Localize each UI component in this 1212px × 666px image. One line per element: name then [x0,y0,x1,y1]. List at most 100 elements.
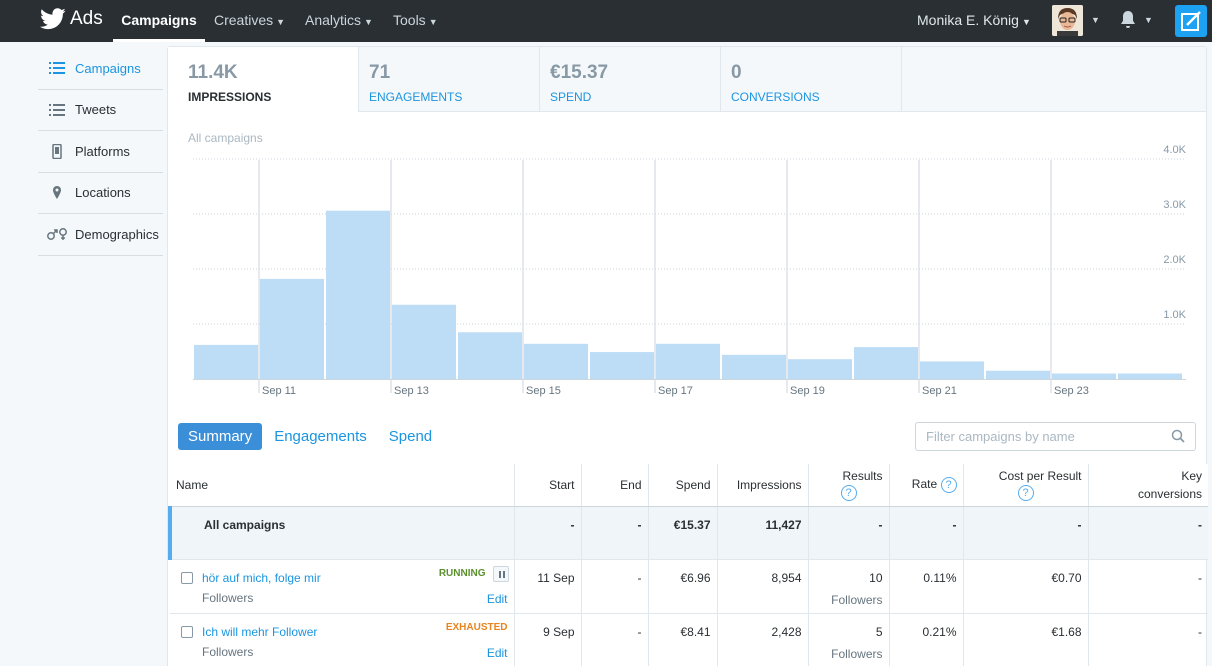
chart-bar [920,361,984,379]
chevron-down-icon[interactable]: ▼ [1144,15,1153,25]
chart-bar [1052,373,1116,379]
tab-engagements-view[interactable]: Engagements [274,428,367,445]
sidebar-item-platforms[interactable]: Platforms [38,131,163,173]
pause-icon[interactable] [492,565,509,582]
campaigns-table: Name Start End Spend Impressions Results… [168,464,1208,666]
column-header-spend[interactable]: Spend [648,464,718,507]
sidebar-item-locations[interactable]: Locations [38,173,163,214]
list-icon [38,62,75,75]
cell-spend: €6.96 [648,559,718,614]
help-icon[interactable]: ? [1017,484,1034,501]
impressions-chart: 1.0K 2.0K 3.0K 4.0K Sep 11 Sep 13 Sep 15 Sep 17… [193,144,1187,397]
chart-bar [590,352,654,379]
cell-results: - [808,506,890,560]
top-navigation-bar: Ads Campaigns Creatives ▼ Analytics ▼ Tool… [0,0,1212,42]
notifications-bell-icon[interactable] [1118,9,1138,34]
ads-home-link[interactable]: Ads [40,8,103,30]
column-header-rate[interactable]: Rate ? [889,464,964,507]
status-badge: RUNNING [438,567,486,579]
table-row: Ich will mehr Follower Followers EXHAUST… [170,613,1208,666]
all-campaigns-row[interactable]: All campaigns - - €15.37 11,427 - - - - [168,506,1208,560]
column-header-name[interactable]: Name [170,464,515,507]
cell-results: 10 Followers [808,559,890,614]
chevron-down-icon[interactable]: ▼ [1091,15,1100,25]
cell-start: 9 Sep [514,613,582,666]
x-tick-label: Sep 19 [790,385,825,397]
edit-link[interactable]: Edit [486,591,508,606]
row-checkbox[interactable] [181,625,193,638]
chart-bar [854,347,918,379]
column-header-impressions[interactable]: Impressions [717,464,809,507]
y-tick-label: 2.0K [1163,254,1186,266]
cell-end: - [581,506,649,560]
nav-tools[interactable]: Tools ▼ [393,12,438,28]
chart-bar [1118,373,1182,379]
chevron-down-icon: ▼ [428,17,438,27]
chart-bar [392,304,456,379]
help-icon[interactable]: ? [840,484,857,501]
chart-bar [986,370,1050,379]
campaign-name-link[interactable]: Ich will mehr Follower [202,624,318,639]
avatar[interactable] [1052,5,1083,36]
chevron-down-icon: ▼ [276,17,286,27]
cell-cost-per-result: - [963,506,1089,560]
tab-spend[interactable]: €15.37 SPEND [540,47,721,111]
chart-bar [524,343,588,379]
search-icon[interactable] [1171,429,1185,446]
campaign-name-cell: Ich will mehr Follower Followers EXHAUST… [170,613,515,666]
metric-label: CONVERSIONS [731,90,820,104]
chart-bar [326,210,390,379]
nav-analytics[interactable]: Analytics ▼ [305,12,373,28]
nav-creatives[interactable]: Creatives ▼ [214,12,286,28]
account-menu[interactable]: Monika E. König ▼ [917,12,1031,28]
column-header-end[interactable]: End [581,464,649,507]
compose-icon [1181,11,1201,31]
metric-tabs: 11.4K IMPRESSIONS 71 ENGAGEMENTS €15.37 … [168,47,1206,112]
status-badge: EXHAUSTED [445,621,508,633]
tab-spend-view[interactable]: Spend [388,428,433,445]
metric-value: €15.37 [550,62,609,83]
column-header-start[interactable]: Start [514,464,582,507]
x-tick-label: Sep 23 [1054,385,1089,397]
all-campaigns-name: All campaigns [168,506,515,560]
list-icon [38,103,75,116]
tab-engagements[interactable]: 71 ENGAGEMENTS [359,47,540,111]
table-row: hör auf mich, folge mir Followers RUNNIN… [170,559,1208,614]
sidebar-item-label: Platforms [75,143,130,159]
column-header-cost-per-result[interactable]: Cost per Result? [963,464,1089,507]
row-checkbox[interactable] [181,571,193,584]
y-tick-label: 1.0K [1163,309,1186,321]
tab-summary[interactable]: Summary [178,423,263,450]
search-input[interactable] [916,423,1156,450]
chart-bar [656,343,720,379]
cell-spend: €8.41 [648,613,718,666]
campaign-name-link[interactable]: hör auf mich, folge mir [202,570,321,585]
cell-key-conversions: - [1088,613,1208,666]
column-header-results[interactable]: Results? [808,464,890,507]
compose-tweet-button[interactable] [1175,5,1207,37]
sidebar-item-campaigns[interactable]: Campaigns [38,48,163,90]
metric-value: 71 [369,62,391,83]
avatar-image [1052,5,1083,36]
cell-results: 5 Followers [808,613,890,666]
pin-icon [38,185,75,200]
y-tick-label: 3.0K [1163,199,1186,211]
x-tick-label: Sep 13 [394,385,429,397]
help-icon[interactable]: ? [940,476,957,493]
sidebar-item-label: Demographics [75,226,159,242]
edit-link[interactable]: Edit [486,645,508,660]
cell-rate: 0.21% [889,613,964,666]
chart-bar [194,344,258,379]
tab-conversions[interactable]: 0 CONVERSIONS [721,47,902,111]
view-tabs: Summary Engagements Spend [178,423,454,450]
chart-bar [788,359,852,379]
tab-impressions[interactable]: 11.4K IMPRESSIONS [168,47,359,112]
cell-start: - [514,506,582,560]
nav-campaigns[interactable]: Campaigns [113,0,205,42]
campaign-objective: Followers [202,590,254,605]
sidebar-item-tweets[interactable]: Tweets [38,90,163,131]
twitter-bird-icon [40,8,66,30]
column-header-key-conversions[interactable]: Key conversions [1088,464,1208,507]
sidebar-item-demographics[interactable]: Demographics [38,214,163,256]
brand-label: Ads [70,8,103,29]
